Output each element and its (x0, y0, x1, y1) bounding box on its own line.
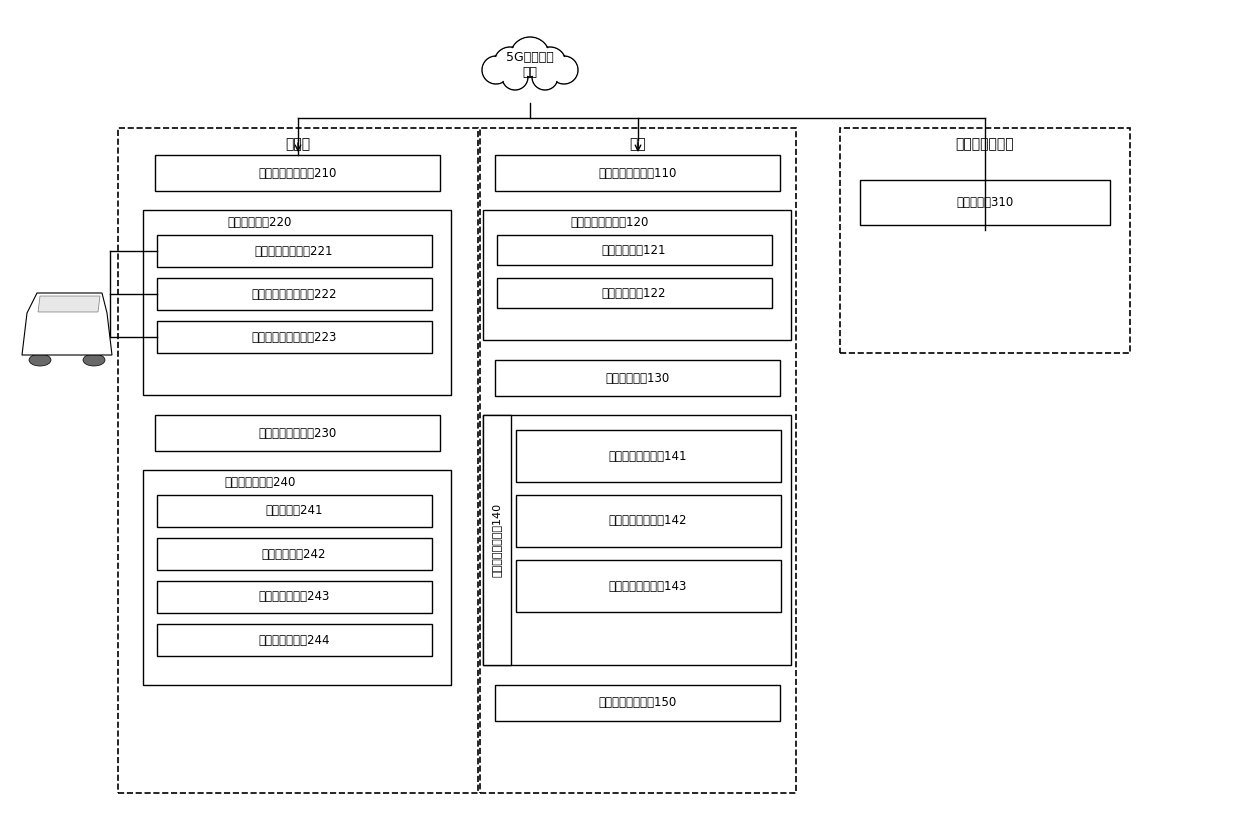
Bar (515, 560, 781, 612)
Bar (142, 470, 451, 685)
Ellipse shape (496, 48, 525, 78)
Polygon shape (22, 293, 112, 355)
Text: 方向盘控制器242: 方向盘控制器242 (261, 547, 326, 560)
Bar (155, 415, 440, 451)
Bar (155, 155, 440, 191)
Text: 驾驶行为采集模块230: 驾驶行为采集模块230 (259, 426, 337, 440)
Text: 指令解析器241: 指令解析器241 (265, 505, 322, 517)
Ellipse shape (535, 48, 565, 78)
Bar (483, 415, 790, 665)
Ellipse shape (510, 38, 549, 76)
Text: 5G无线通讯
链路: 5G无线通讯 链路 (506, 51, 554, 79)
Ellipse shape (494, 47, 527, 79)
Text: 云端: 云端 (629, 137, 647, 151)
Text: 左后视信息采集单元222: 左后视信息采集单元222 (252, 288, 337, 301)
Ellipse shape (483, 57, 509, 83)
Ellipse shape (28, 354, 51, 366)
Text: 第一数据存储模块141: 第一数据存储模块141 (608, 449, 688, 462)
Text: 前视信息采集单元221: 前视信息采集单元221 (255, 244, 333, 257)
Text: 人工远程遥控端: 人工远程遥控端 (955, 137, 1015, 151)
Text: 应急接管监控模块150: 应急接管监控模块150 (598, 697, 678, 709)
Text: 第二模型单元122: 第二模型单元122 (602, 287, 667, 300)
Text: 云端无线传输模块110: 云端无线传输模块110 (598, 167, 678, 180)
Ellipse shape (83, 354, 105, 366)
Text: 车辆端: 车辆端 (285, 137, 311, 151)
Ellipse shape (532, 64, 558, 90)
Bar (497, 235, 772, 265)
Text: 第二数据存储模块142: 第二数据存储模块142 (608, 515, 688, 528)
Ellipse shape (502, 64, 528, 90)
Ellipse shape (551, 57, 577, 83)
Text: 车辆无线传输模块210: 车辆无线传输模块210 (259, 167, 337, 180)
Ellipse shape (550, 56, 579, 84)
Text: 视频获取模块130: 视频获取模块130 (606, 372, 670, 385)
Bar (497, 278, 772, 308)
Text: 数据存储管理单元140: 数据存储管理单元140 (492, 503, 502, 577)
Bar (157, 235, 432, 267)
Polygon shape (38, 296, 100, 312)
Bar (483, 415, 510, 665)
Bar (483, 210, 790, 340)
Bar (157, 278, 432, 310)
Ellipse shape (482, 56, 510, 84)
Bar (142, 210, 451, 395)
Text: 油门踏板控制器243: 油门踏板控制器243 (258, 591, 330, 604)
Bar (157, 321, 432, 353)
Bar (157, 624, 432, 656)
Bar (496, 360, 781, 396)
Bar (157, 581, 432, 613)
Bar (496, 155, 781, 191)
Bar (118, 128, 478, 793)
Text: 车辆控制器模块240: 车辆控制器模块240 (224, 475, 296, 489)
Ellipse shape (533, 65, 558, 89)
Ellipse shape (510, 37, 550, 77)
Bar (515, 430, 781, 482)
Text: 制动踏板控制器244: 制动踏板控制器244 (258, 633, 330, 646)
Text: 第一模型单元121: 第一模型单元121 (602, 243, 667, 257)
Bar (515, 495, 781, 547)
Ellipse shape (534, 47, 566, 79)
Text: 驾驶模拟器310: 驾驶模拟器310 (957, 195, 1014, 208)
Bar (479, 128, 795, 793)
Text: 视频采集模块220: 视频采集模块220 (228, 216, 292, 229)
Bar (157, 495, 432, 527)
Text: 自动驾驶控制模块120: 自动驾驶控制模块120 (571, 216, 649, 229)
Text: 右后视信息采集单元223: 右后视信息采集单元223 (252, 331, 337, 343)
Bar (840, 128, 1130, 353)
Text: 第三数据存储模块143: 第三数据存储模块143 (608, 579, 688, 592)
Bar (860, 180, 1110, 225)
Ellipse shape (503, 65, 527, 89)
Bar (157, 538, 432, 570)
Bar (496, 685, 781, 721)
